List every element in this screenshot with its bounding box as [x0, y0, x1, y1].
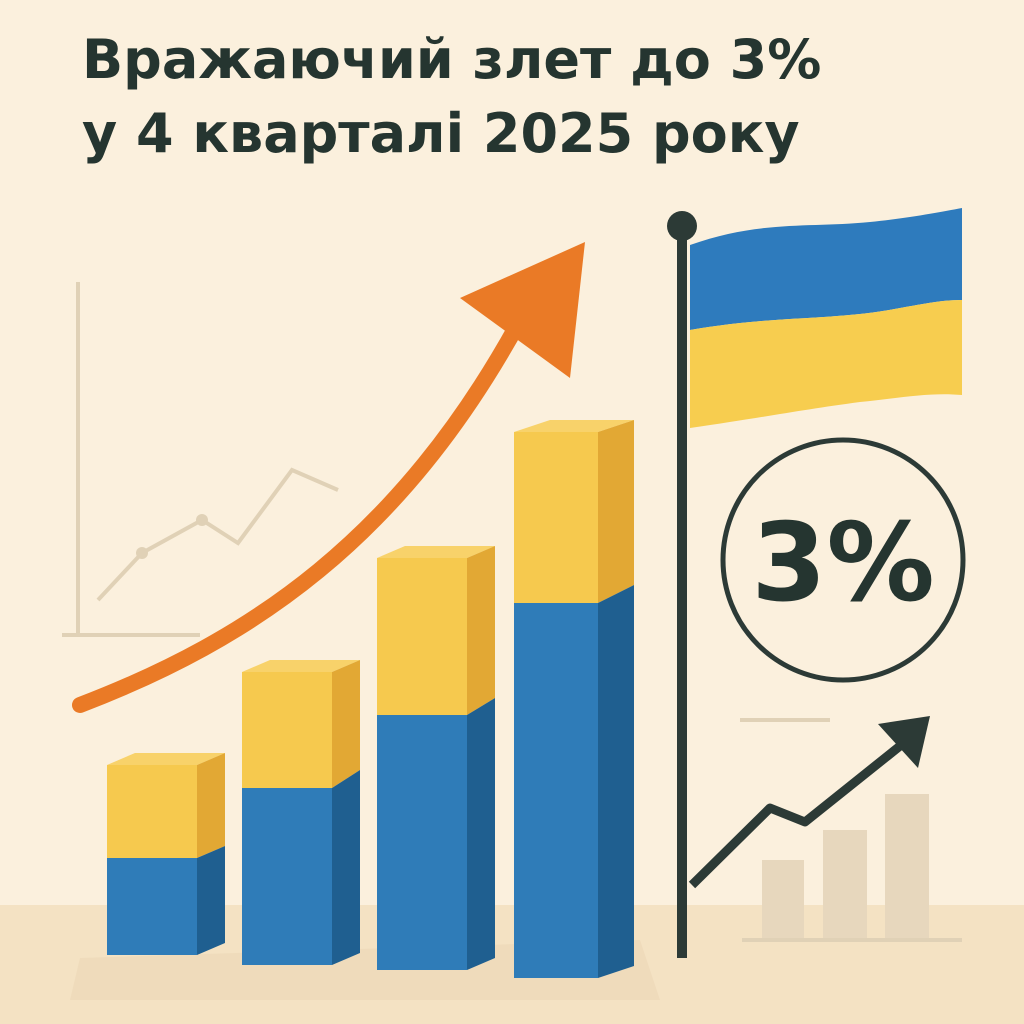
bar-side [332, 660, 360, 788]
faded-line [96, 467, 339, 602]
small-bar [823, 830, 867, 940]
bar-blue [514, 603, 598, 978]
bar-top [107, 753, 225, 765]
bar-side [467, 546, 495, 715]
faded-dot [136, 547, 148, 559]
bar-yellow [377, 558, 467, 715]
growth-arrow [72, 312, 528, 713]
bar-side [467, 698, 495, 970]
bar-side [598, 420, 634, 603]
small-bar [762, 860, 804, 940]
bar-yellow [242, 672, 332, 788]
bar-top [242, 660, 360, 672]
pole-ball [667, 211, 697, 241]
small-arrow-head [878, 716, 930, 768]
faded-chart [62, 282, 339, 637]
bars [107, 420, 634, 978]
title-line: Вражаючий злет до 3% [82, 28, 821, 91]
bar-side [598, 585, 634, 978]
title-line: у 4 кварталі 2025 року [82, 102, 800, 165]
small-arrow [688, 738, 908, 889]
bar-yellow [107, 765, 197, 858]
bar [514, 420, 634, 978]
bar-top [514, 420, 634, 432]
arrow-head [460, 242, 585, 378]
bar-side [197, 753, 225, 858]
faded-dot [196, 514, 208, 526]
bar-side [332, 770, 360, 965]
flag-blue [690, 208, 962, 330]
bar-blue [377, 715, 467, 970]
shadow [70, 940, 660, 1000]
bar-side [197, 846, 225, 955]
bar-top [377, 546, 495, 558]
badge-circle [720, 437, 966, 683]
bar [377, 546, 495, 970]
bar-blue [107, 858, 197, 955]
bar-yellow [514, 432, 598, 603]
badge-text: 3% [751, 501, 934, 626]
flag-yellow [690, 300, 962, 428]
small-bar [885, 794, 929, 940]
bar [242, 660, 360, 965]
bar-blue [242, 788, 332, 965]
bar [107, 753, 225, 955]
